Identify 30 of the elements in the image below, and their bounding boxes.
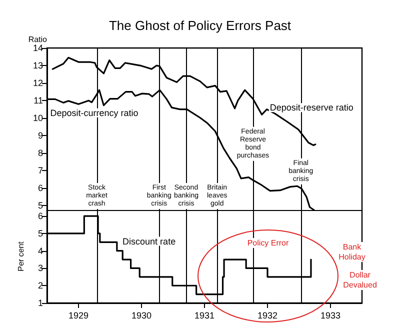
y-tick-label: 13 [32,60,43,71]
y-tick-label: 5 [38,200,43,211]
x-tick-label: 1932 [257,310,278,320]
y-tick-label: 3 [38,263,43,274]
y-tick-label: 4 [38,246,43,256]
y-tick-label: 14 [32,43,43,53]
y-tick-label: 9 [38,130,43,141]
y-axis-title: Ratio [28,35,48,44]
y-tick-label: 8 [38,148,43,158]
y-tick-label: 11 [34,96,43,106]
annotation: Dollar Devalued [343,270,377,290]
chart-title: The Ghost of Policy Errors Past [108,18,292,33]
series-label: Discount rate [122,236,176,246]
annotation: Policy Error [247,238,290,248]
y-tick-label: 6 [38,183,43,194]
y-tick-label: 12 [32,78,43,88]
x-tick-label: 1930 [131,310,152,320]
y-tick-label: 5 [38,228,43,238]
series-label: Deposit-reserve ratio [270,102,354,113]
y-tick-label: 7 [38,166,43,176]
y-tick-label: 10 [32,113,43,124]
x-tick-label: 1931 [194,310,215,320]
x-tick-label: 1929 [68,310,89,320]
x-tick-label: 1933 [320,310,341,320]
y-axis-title: Per cent [16,240,26,272]
y-tick-label: 6 [38,211,43,222]
annotation: Bank Holiday [338,242,366,262]
series-label: Deposit-currency ratio [50,108,138,118]
y-tick-label: 1 [38,298,43,308]
y-tick-label: 2 [38,280,43,291]
